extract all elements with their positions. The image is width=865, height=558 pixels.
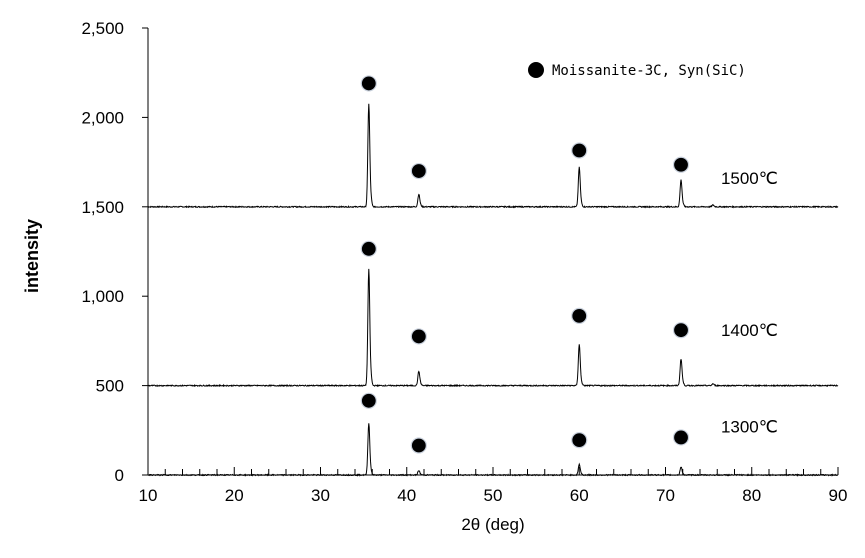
y-tick-label: 2,500: [81, 19, 124, 38]
peak-markers: [360, 75, 690, 454]
peak-marker-dot: [571, 142, 588, 159]
x-tick-label: 40: [397, 486, 416, 505]
series-labels: 1500℃ 1400℃ 1300℃: [721, 169, 778, 437]
series-layer: [147, 103, 839, 477]
y-axis-title: intensity: [22, 219, 42, 293]
axes: 0 500 1,000 1,500 2,000 2,500 10 20 30 40 50 60 70 80…: [81, 19, 847, 505]
peak-marker-dot: [360, 75, 377, 92]
x-tick-label: 10: [139, 486, 158, 505]
peak-marker-dot: [672, 156, 690, 173]
peak-marker-dot: [410, 437, 427, 454]
legend: Moissanite-3C, Syn(SiC): [528, 62, 746, 79]
legend-marker-icon: [528, 62, 544, 78]
peak-marker-dot: [672, 322, 690, 339]
x-tick-label: 30: [311, 486, 330, 505]
series-line-0: [147, 103, 839, 209]
peak-marker-dot: [672, 429, 690, 446]
x-axis-title: 2θ (deg): [461, 515, 524, 534]
y-tick-label: 500: [96, 377, 124, 396]
x-tick-label: 60: [570, 486, 589, 505]
peak-marker-dot: [571, 432, 588, 449]
x-tick-label: 90: [829, 486, 848, 505]
y-tick-label: 2,000: [81, 108, 124, 127]
series-label: 1500℃: [721, 169, 778, 188]
peak-marker-dot: [360, 240, 377, 257]
legend-label: Moissanite-3C, Syn(SiC): [552, 63, 746, 79]
y-tick-label: 1,000: [81, 287, 124, 306]
series-label: 1400℃: [721, 321, 778, 340]
x-tick-label: 80: [742, 486, 761, 505]
series-line-1: [147, 268, 839, 388]
x-tick-label: 70: [656, 486, 675, 505]
peak-marker-dot: [410, 162, 427, 180]
y-tick-label: 0: [115, 466, 124, 485]
peak-marker-dot: [410, 328, 427, 345]
series-label: 1300℃: [721, 418, 778, 437]
peak-marker-dot: [571, 307, 588, 324]
x-tick-label: 50: [484, 486, 503, 505]
x-tick-label: 20: [225, 486, 244, 505]
series-line-2: [147, 423, 839, 477]
y-tick-label: 1,500: [81, 198, 124, 217]
peak-marker-dot: [360, 392, 377, 409]
